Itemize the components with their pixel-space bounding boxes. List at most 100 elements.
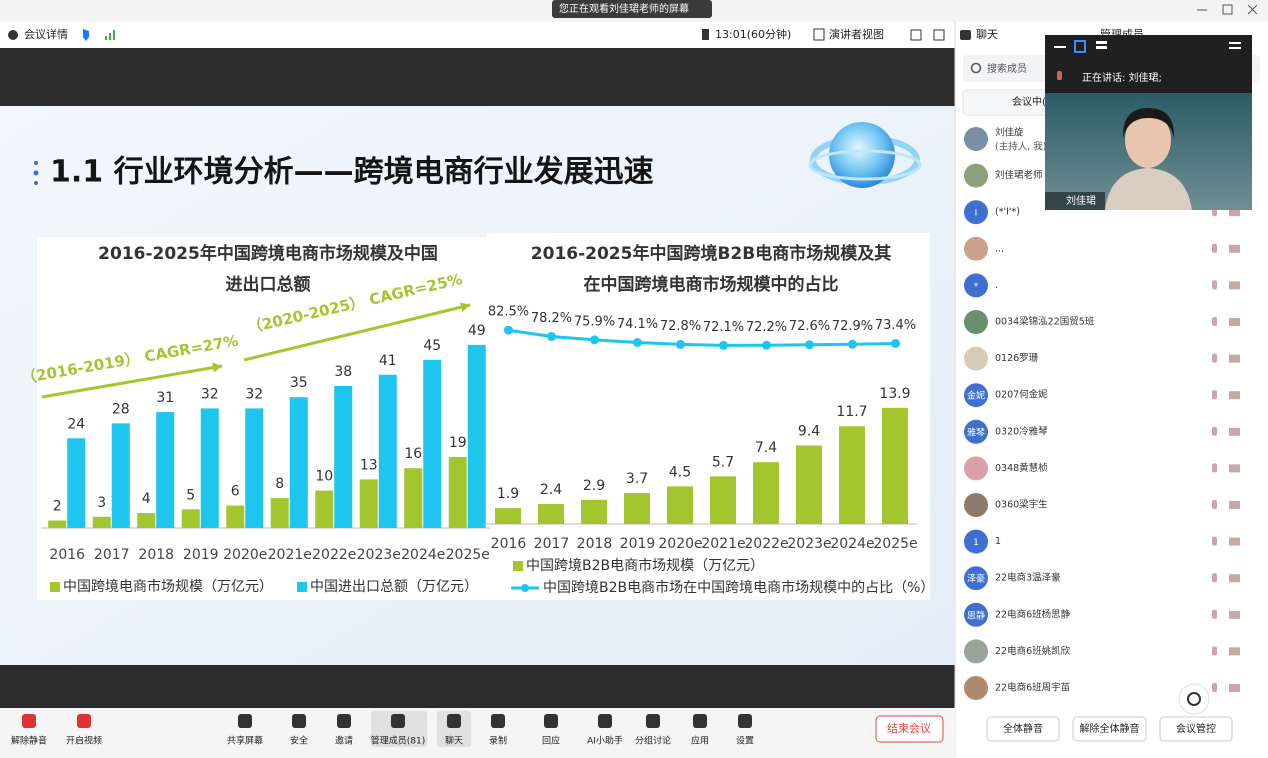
data-label: 7.4 <box>755 440 777 456</box>
bottom-toolbar <box>0 708 955 758</box>
member-name[interactable]: 22电商6班姚凯欣 <box>995 645 1071 657</box>
member-name[interactable]: 0207何金妮 <box>995 389 1048 401</box>
mic-status[interactable] <box>1212 463 1217 473</box>
cam-status[interactable] <box>1229 610 1240 619</box>
tool-icon[interactable] <box>738 714 752 728</box>
data-label: 10 <box>315 469 333 485</box>
member-name[interactable]: 刘佳旋 <box>995 127 1024 139</box>
tool-icon[interactable] <box>77 714 91 728</box>
cam-status[interactable] <box>1229 244 1240 253</box>
avatar-text: I <box>975 209 978 219</box>
tool-icon[interactable] <box>544 714 558 728</box>
member-name[interactable]: 0034梁锦泓22国贸5班 <box>995 316 1095 328</box>
annotation-arrowhead <box>460 302 470 312</box>
mic-status[interactable] <box>1212 280 1217 290</box>
cam-status[interactable] <box>1229 537 1240 546</box>
tool-icon[interactable] <box>391 714 405 728</box>
tool-icon[interactable] <box>238 714 252 728</box>
x-tick-label: 2021e <box>268 547 312 563</box>
mic-status[interactable] <box>1212 646 1217 656</box>
tool-icon[interactable] <box>693 714 707 728</box>
member-name[interactable]: 0126罗珊 <box>995 353 1039 364</box>
mic-status[interactable] <box>1212 536 1217 546</box>
data-label: 9.4 <box>798 423 820 439</box>
member-name[interactable]: 1 <box>995 536 1001 547</box>
video-controls <box>1054 40 1241 53</box>
panel-button[interactable] <box>986 716 1060 742</box>
cam-status[interactable] <box>1229 501 1240 509</box>
cam-status[interactable] <box>1229 354 1240 363</box>
member-name[interactable]: 22电商6班周宇苗 <box>995 682 1070 694</box>
search-placeholder: 搜索成员 <box>987 62 1027 75</box>
member-name[interactable]: 0348黄慧桢 <box>995 462 1048 474</box>
tool-label: 回应 <box>542 735 560 747</box>
tool-label: 安全 <box>290 735 308 747</box>
tool-icon[interactable] <box>491 714 505 728</box>
member-name[interactable]: 刘佳珺老师 <box>995 169 1043 181</box>
member-name[interactable]: . <box>995 280 998 291</box>
mic-status[interactable] <box>1212 390 1217 400</box>
x-tick-label: 2023e <box>787 536 831 552</box>
mic-icon <box>1057 71 1062 80</box>
cam-status[interactable] <box>1229 647 1240 656</box>
panel-tab[interactable]: 聊天 <box>976 27 998 41</box>
avatar <box>964 346 988 371</box>
member-name[interactable]: 22电商3温泽豪 <box>995 572 1061 584</box>
mic-status[interactable] <box>1212 353 1217 363</box>
bar <box>882 407 908 524</box>
panel-button-label: 全体静音 <box>1003 722 1043 735</box>
mic-status[interactable] <box>1212 317 1217 326</box>
member-name[interactable]: (*'I'*) <box>995 207 1020 218</box>
cam-status[interactable] <box>1229 574 1240 583</box>
panel-button[interactable] <box>1072 716 1147 742</box>
data-label: 13.9 <box>879 386 910 402</box>
tool-icon[interactable] <box>292 714 306 728</box>
mic-status[interactable] <box>1212 683 1217 692</box>
x-tick-label: 2023e <box>357 547 401 563</box>
data-label: 31 <box>156 390 174 406</box>
mic-status[interactable] <box>1212 609 1217 619</box>
stage-bottom <box>0 665 955 708</box>
avatar <box>964 602 988 627</box>
cam-status[interactable] <box>1229 427 1240 436</box>
panel-buttons: 全体静音 解除全体静音 会议管控 <box>986 716 1233 742</box>
mic-status[interactable] <box>1212 500 1217 509</box>
avatar <box>964 200 988 225</box>
speaker-name: 刘佳珺 <box>1066 194 1096 207</box>
tool-icon[interactable] <box>22 714 36 728</box>
meeting-info[interactable]: 会议详情 <box>24 27 68 41</box>
bar <box>270 498 289 528</box>
member-name[interactable]: 0360梁宇生 <box>995 499 1048 511</box>
x-tick-label: 2025e <box>446 547 490 563</box>
panel-button[interactable] <box>1159 716 1233 742</box>
tool-icon[interactable] <box>598 714 612 728</box>
bar <box>495 508 521 524</box>
cam-status[interactable] <box>1229 318 1240 326</box>
cam-status[interactable] <box>1229 464 1240 473</box>
x-tick-label: 2017 <box>534 536 570 552</box>
member-name[interactable]: 0320冷雅琴 <box>995 425 1048 437</box>
timer[interactable]: 13:01(60分钟) <box>715 27 791 41</box>
cam-status[interactable] <box>1229 281 1240 290</box>
view-mode[interactable]: 演讲者视图 <box>829 27 884 41</box>
mic-status[interactable] <box>1212 243 1217 253</box>
cam-status[interactable] <box>1229 684 1240 692</box>
data-label: 49 <box>468 323 486 339</box>
member-name[interactable]: ... <box>995 243 1004 254</box>
tool-icon[interactable] <box>646 714 660 728</box>
mic-status[interactable] <box>1212 573 1217 583</box>
cam-status[interactable] <box>1229 391 1240 400</box>
cam-status[interactable] <box>1229 208 1240 217</box>
bar <box>67 438 86 528</box>
data-label: 35 <box>290 375 308 391</box>
end-button[interactable] <box>875 715 944 743</box>
tool-icon[interactable] <box>337 714 351 728</box>
tool-icon[interactable] <box>447 714 461 728</box>
data-label: 4 <box>142 491 151 507</box>
mic-status[interactable] <box>1212 426 1217 436</box>
assistant-float[interactable] <box>1178 683 1210 715</box>
panel-button-label: 会议管控 <box>1176 722 1216 735</box>
bar <box>359 479 378 528</box>
member-name[interactable]: 22电商6班杨思静 <box>995 608 1071 620</box>
active-bg <box>437 711 471 747</box>
